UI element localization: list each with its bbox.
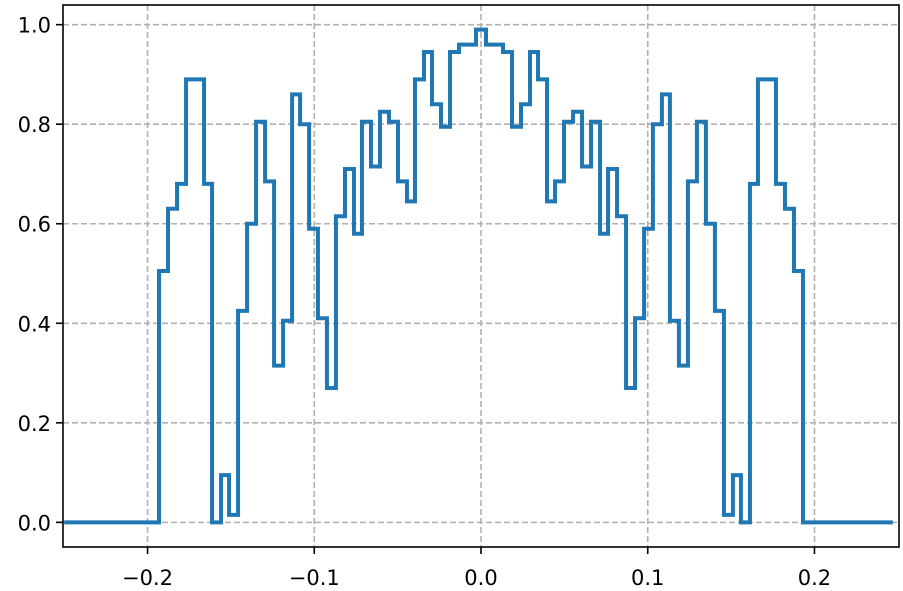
x-tick-label: −0.2	[122, 566, 173, 590]
y-tick-label: 1.0	[18, 14, 51, 38]
y-tick-label: 0.8	[18, 113, 51, 137]
x-tick-label: 0.1	[631, 566, 664, 590]
x-tick-label: −0.1	[289, 566, 340, 590]
x-tick-label: 0.2	[798, 566, 831, 590]
y-tick-label: 0.0	[18, 511, 51, 535]
step-line	[64, 27, 893, 525]
y-tick-label: 0.4	[18, 312, 51, 336]
plot-frame	[62, 4, 900, 548]
x-tick-label: 0.0	[464, 566, 497, 590]
y-tick-label: 0.2	[18, 412, 51, 436]
y-tick-label: 0.6	[18, 213, 51, 237]
